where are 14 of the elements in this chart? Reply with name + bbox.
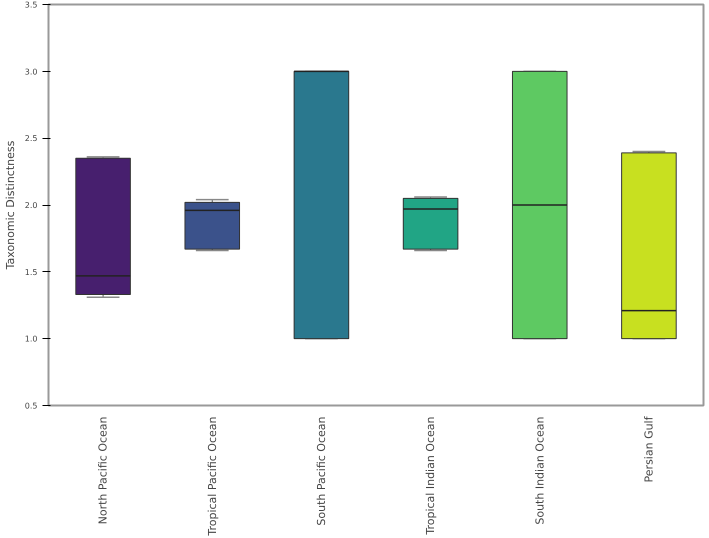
y-axis-title: Taxonomic Distinctness (4, 140, 17, 270)
x-tick-label: South Pacific Ocean (314, 416, 328, 526)
y-tick-label: 2.5 (24, 134, 38, 144)
x-tick-label: Tropical Pacific Ocean (206, 416, 219, 537)
x-tick-label: North Pacific Ocean (96, 416, 110, 524)
x-tick-label: Persian Gulf (642, 415, 656, 482)
y-tick-label: 2.0 (24, 201, 38, 210)
x-tick-label: South Indian Ocean (533, 416, 546, 525)
y-tick-label: 0.5 (24, 402, 38, 410)
y-tick-label: 1.0 (24, 334, 38, 344)
y-tick-label: 3.0 (24, 67, 38, 76)
y-tick-label: 1.5 (24, 268, 38, 277)
x-tick-label: Tropical Indian Ocean (424, 416, 438, 536)
y-tick-label: 3.5 (24, 0, 38, 10)
